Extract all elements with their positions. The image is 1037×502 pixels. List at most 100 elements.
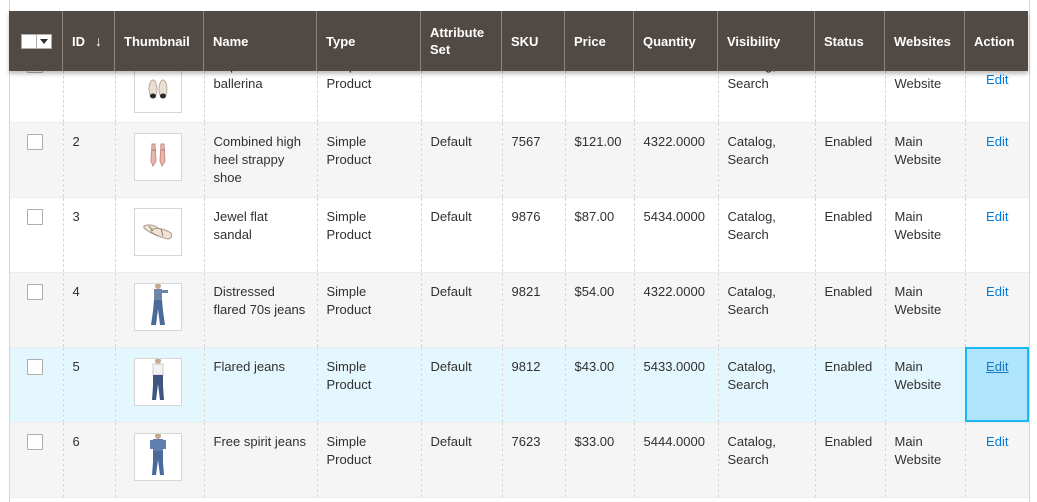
id-cell: 5 xyxy=(62,347,115,423)
price-cell: $121.00 xyxy=(564,122,634,198)
column-header-price[interactable]: Price xyxy=(564,11,633,71)
column-header-type[interactable]: Type xyxy=(316,11,420,71)
price-value: $54.00 xyxy=(574,283,615,299)
edit-link[interactable]: Edit xyxy=(986,133,1009,149)
column-header-status[interactable]: Status xyxy=(814,11,884,71)
visibility-cell: Catalog, Search xyxy=(717,422,815,498)
quantity-cell: 4322.0000 xyxy=(633,272,718,348)
sku-value: 9812 xyxy=(511,358,541,374)
product-thumbnail[interactable] xyxy=(133,282,182,331)
status-cell: Enabled xyxy=(814,422,885,498)
id-value: 3 xyxy=(72,208,80,224)
thumbnail-cell xyxy=(114,422,204,498)
visibility-cell: Catalog, Search xyxy=(717,347,815,423)
column-header-thumbnail[interactable]: Thumbnail xyxy=(114,11,203,71)
table-row[interactable]: 6 Free spirit jeans Simple Product Default 7… xyxy=(10,422,1029,498)
name-value: Distressed flared 70s jeans xyxy=(213,283,306,317)
name-value: Combined high heel strappy shoe xyxy=(213,133,301,185)
visibility-value: Catalog, Search xyxy=(727,433,776,467)
name-value: Jewel flat sandal xyxy=(213,208,268,242)
thumbnail-cell xyxy=(114,122,204,198)
product-thumbnail[interactable] xyxy=(133,207,182,256)
column-header-action[interactable]: Action xyxy=(964,11,1028,71)
quantity-cell: 4322.0000 xyxy=(633,122,718,198)
product-thumbnail[interactable] xyxy=(133,71,182,113)
table-row[interactable]: 2 Combined high heel strappy shoe Simple P… xyxy=(10,122,1029,198)
product-thumbnail[interactable] xyxy=(133,357,182,406)
product-thumbnail[interactable] xyxy=(133,132,182,181)
column-header-websites[interactable]: Websites xyxy=(884,11,964,71)
sku-value: 9821 xyxy=(511,283,541,299)
row-checkbox[interactable] xyxy=(27,433,43,450)
quantity-cell: 5444.0000 xyxy=(633,422,718,498)
thumbnail-cell xyxy=(114,272,204,348)
sku-value: 9844 xyxy=(512,71,556,75)
type-cell: Simple Product xyxy=(316,347,421,423)
column-header-label: Visibility xyxy=(727,33,781,49)
column-header-label: Thumbnail xyxy=(124,33,190,49)
heel-shoe-icon xyxy=(143,139,173,174)
id-value: 4 xyxy=(72,283,80,299)
type-value: Simple Product xyxy=(326,433,372,467)
row-checkbox[interactable] xyxy=(27,71,43,73)
name-cell: Combined high heel strappy shoe xyxy=(203,122,317,198)
visibility-value: Catalog, Search xyxy=(727,71,776,91)
edit-link[interactable]: Edit xyxy=(986,208,1009,224)
column-header-label: Websites xyxy=(894,33,951,49)
table-row[interactable]: 1 Cap-toe ballerina Simple Product Default 9… xyxy=(10,71,1029,123)
table-row[interactable]: 5 Flared jeans Simple Product Default 9812 $4… xyxy=(10,347,1029,423)
action-cell: Edit xyxy=(964,347,1029,423)
quantity-value: 5444.0000 xyxy=(643,433,705,449)
column-header-quantity[interactable]: Quantity xyxy=(633,11,717,71)
thumbnail-cell xyxy=(114,71,204,123)
quantity-value: 7644.0000 xyxy=(644,71,709,75)
sku-cell: 9812 xyxy=(501,347,565,423)
edit-link[interactable]: Edit xyxy=(986,72,1009,87)
person-white-icon xyxy=(143,358,173,405)
product-table: 1 Cap-toe ballerina Simple Product Default 9… xyxy=(10,0,1029,498)
column-header-label: ID xyxy=(72,33,85,49)
thumbnail-cell xyxy=(114,347,204,423)
mass-select-checkbox[interactable] xyxy=(21,33,37,49)
table-row[interactable]: 3 Jewel flat sandal Simple Product Default 9… xyxy=(10,197,1029,273)
quantity-value: 5434.0000 xyxy=(643,208,705,224)
row-checkbox[interactable] xyxy=(27,133,43,150)
mass-select-dropdown[interactable] xyxy=(21,33,52,49)
price-cell: $87.00 xyxy=(564,197,634,273)
column-header-name[interactable]: Name xyxy=(203,11,316,71)
visibility-value: Catalog, Search xyxy=(727,283,776,317)
id-value: 2 xyxy=(72,133,80,149)
column-header-visibility[interactable]: Visibility xyxy=(717,11,814,71)
column-header-id[interactable]: ID ↓ xyxy=(62,11,114,71)
chevron-down-icon[interactable] xyxy=(37,33,52,49)
quantity-cell: 7644.0000 xyxy=(633,71,718,123)
sort-arrow-down-icon[interactable]: ↓ xyxy=(95,32,102,49)
attribute-set-value: Default xyxy=(430,358,472,374)
row-checkbox[interactable] xyxy=(27,208,43,225)
status-value: Enabled xyxy=(824,283,873,299)
row-checkbox[interactable] xyxy=(27,283,43,300)
column-header-sku[interactable]: SKU xyxy=(501,11,564,71)
visibility-value: Catalog, Search xyxy=(727,358,776,392)
status-value: Enabled xyxy=(824,133,873,149)
websites-value: Main Website xyxy=(894,283,942,317)
type-cell: Simple Product xyxy=(316,122,421,198)
quantity-cell: 5434.0000 xyxy=(633,197,718,273)
row-checkbox[interactable] xyxy=(27,358,43,375)
visibility-value: Catalog, Search xyxy=(727,133,776,167)
table-row[interactable]: 4 Distressed flared 70s jeans Simple Produ… xyxy=(10,272,1029,348)
edit-link[interactable]: Edit xyxy=(986,358,1009,374)
status-cell: Enabled xyxy=(814,197,885,273)
column-header-attribute-set[interactable]: Attribute Set xyxy=(420,11,501,71)
status-cell: Enabled xyxy=(814,71,885,123)
sku-cell: 7567 xyxy=(501,122,565,198)
websites-cell: Main Website xyxy=(884,347,965,423)
product-thumbnail[interactable] xyxy=(133,432,182,481)
websites-cell: Main Website xyxy=(884,71,965,123)
visibility-cell: Catalog, Search xyxy=(717,197,815,273)
id-cell: 2 xyxy=(62,122,115,198)
edit-link[interactable]: Edit xyxy=(986,433,1009,449)
column-header-label: Type xyxy=(326,33,356,49)
edit-link[interactable]: Edit xyxy=(986,283,1009,299)
attribute-set-cell: Default xyxy=(420,347,502,423)
